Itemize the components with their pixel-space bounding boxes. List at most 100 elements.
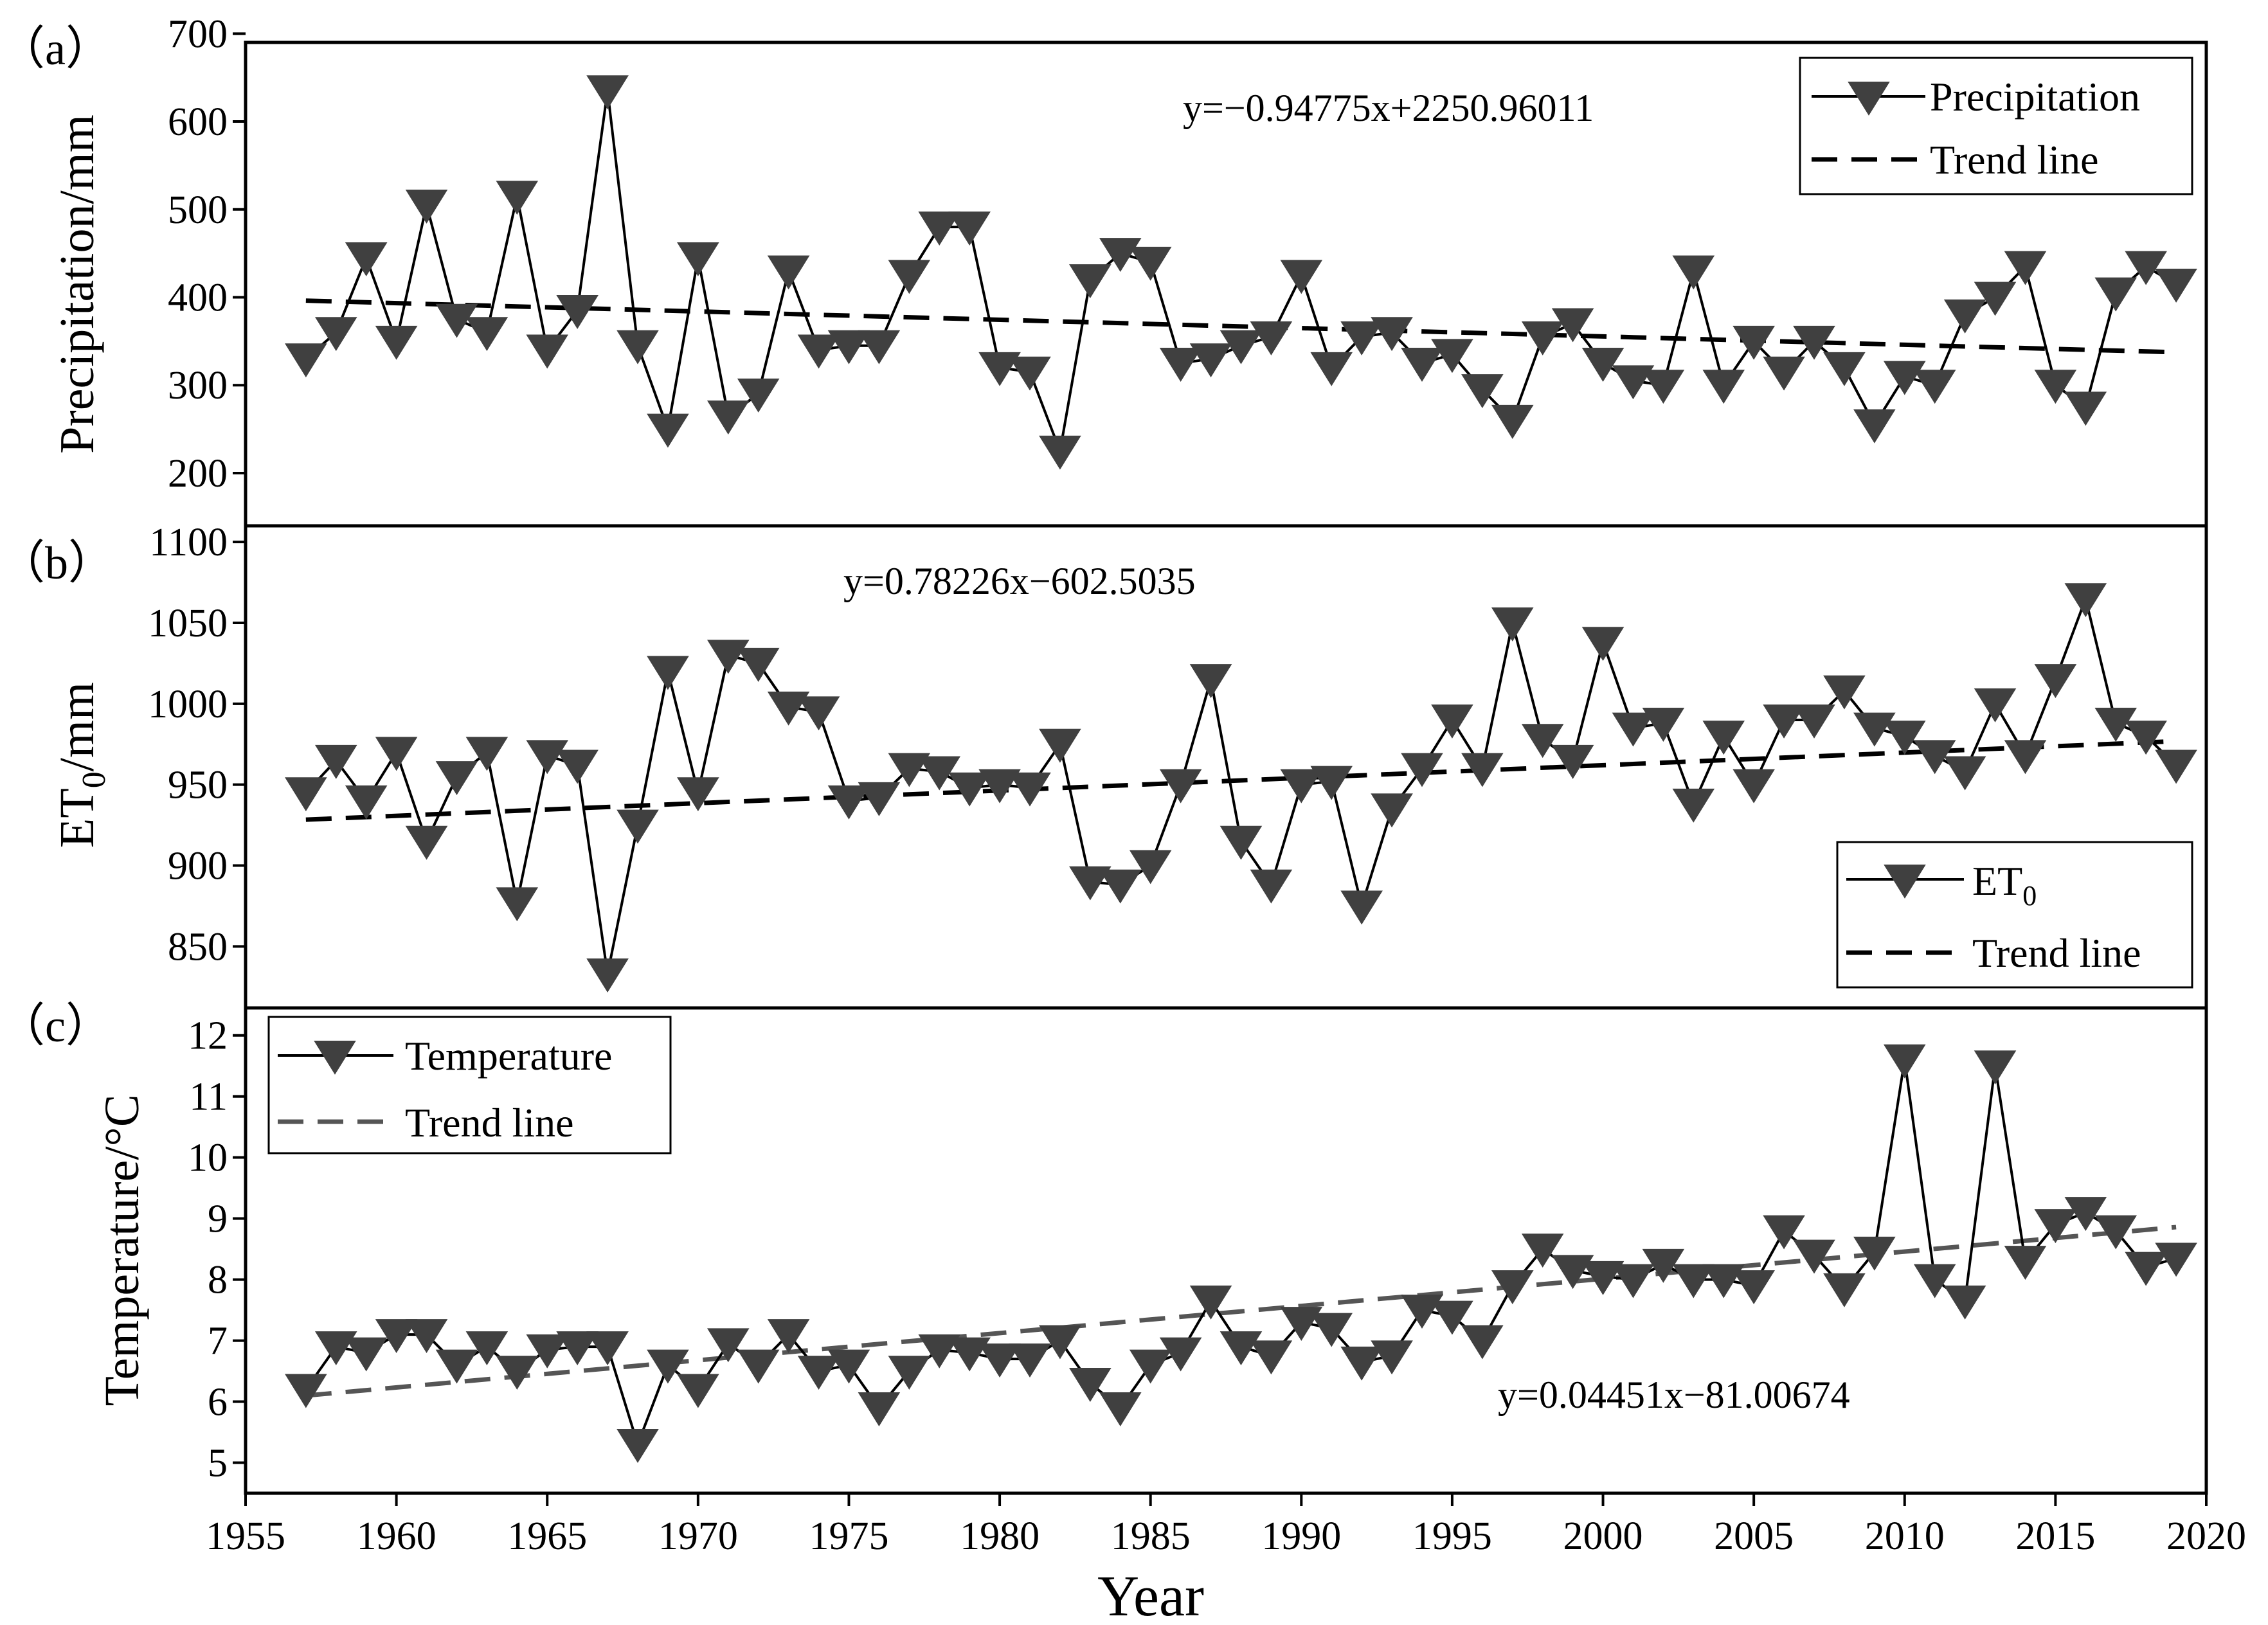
panel-b-label: （b） <box>0 537 114 589</box>
panel-b-data-point <box>1220 825 1263 860</box>
panel-b-data-point <box>314 744 357 779</box>
panel-c-data-point <box>1009 1343 1051 1378</box>
panel-b-data-point <box>2094 708 2138 742</box>
panel-b-data-point <box>526 740 569 775</box>
panel-b-y-axis-title: ET0/mm <box>50 682 113 848</box>
panel-c-data-point <box>1702 1264 1745 1298</box>
panel-b-data-point <box>1099 869 1142 904</box>
panel-c-data-point <box>526 1334 569 1369</box>
panel-a-data-point <box>2094 277 2138 312</box>
panel-a-data-point <box>1913 370 1956 404</box>
panel-b-legend-marker-icon <box>1884 865 1926 899</box>
panel-a-data-point <box>1340 321 1383 355</box>
panel-b-y-axis-title-suffix: /mm <box>50 682 104 771</box>
panel-c-data-point <box>1280 1307 1323 1341</box>
panel-b-data-point <box>1943 756 1986 791</box>
panel-a-data-point <box>1310 352 1353 386</box>
x-tick-label: 1970 <box>658 1514 738 1558</box>
panel-b-data-point <box>1702 721 1745 755</box>
panel-b-data-point <box>1250 869 1293 904</box>
panel-b-data-point <box>1551 744 1594 779</box>
panel-b-data-point <box>827 785 870 820</box>
panel-c-data-point <box>1250 1340 1293 1375</box>
panel-b-data-point <box>858 782 901 816</box>
panel-c-data-point <box>435 1349 478 1384</box>
panel-a-data-point <box>737 378 780 413</box>
panel-c-data-point <box>1461 1325 1504 1360</box>
panel-a-data-point <box>1250 321 1293 355</box>
panel-b-y-ticks: 850 900 950 1000 1050 1100 <box>148 521 246 969</box>
panel-c-data-point <box>405 1319 448 1353</box>
panel-a-data-point <box>1039 435 1081 470</box>
x-tick-label: 1975 <box>809 1514 888 1558</box>
panel-c-legend-marker-icon <box>314 1041 356 1075</box>
panel-a-data-point <box>647 413 689 448</box>
panel-a-data-point <box>1823 352 1866 386</box>
panel-b-data-point <box>1974 688 2017 723</box>
panel-c-data-point <box>2034 1209 2077 1244</box>
panel-c-data-point <box>2094 1215 2138 1250</box>
panel-a-y-tick-label: 200 <box>168 452 228 496</box>
panel-b-data-point <box>1431 705 1473 739</box>
panel-c-data-point <box>1793 1239 1835 1274</box>
panel-c-data-point <box>1401 1295 1443 1329</box>
panel-a-data-point <box>1883 361 1926 395</box>
panel-a-data-point <box>706 400 750 435</box>
panel-c-data-point <box>616 1429 659 1463</box>
panel-b-data-point <box>1733 769 1775 804</box>
panel-a-data-point <box>1581 348 1625 382</box>
panel-a-data-point <box>797 334 840 369</box>
panel-b-legend-trend-label: Trend line <box>1972 930 2141 976</box>
panel-a-data-point <box>556 295 598 329</box>
panel-b-legend: ET0 Trend line <box>1836 841 2193 989</box>
panel-b-data-point <box>1491 607 1534 642</box>
panel-a-data-point <box>948 211 991 246</box>
x-tick-label: 2000 <box>1563 1514 1643 1558</box>
panel-b-data-point <box>1581 627 1625 661</box>
panel-c-legend-series-label: Temperature <box>405 1033 612 1079</box>
panel-a-data-point <box>1943 299 1986 334</box>
panel-a-markers <box>285 75 2197 470</box>
panel-b-data-point <box>948 772 991 807</box>
panel-a-data-point <box>1069 264 1112 299</box>
panel-a-y-ticks: 200 300 400 500 600 700 <box>168 12 246 496</box>
panel-b-data-point <box>465 737 509 771</box>
x-tick-label: 1960 <box>357 1514 437 1558</box>
panel-b-data-point <box>1612 712 1655 747</box>
panel-b-data-point <box>888 753 931 787</box>
panel-c-y-tick-label: 12 <box>188 1014 228 1058</box>
panel-c-data-point <box>1913 1264 1956 1298</box>
panel-a-trend-line <box>305 298 2177 355</box>
panel-b-y-axis-title-sub: 0 <box>76 771 113 788</box>
panel-c-label: （c） <box>0 1000 112 1052</box>
x-axis-title: Year <box>1097 1565 1204 1625</box>
panel-b-data-point <box>1823 675 1866 710</box>
panel-c-data-point <box>737 1349 780 1384</box>
panel-c-markers <box>285 1044 2197 1463</box>
panel-a-legend-marker-icon <box>1848 82 1890 116</box>
panel-b-data-point <box>978 769 1021 804</box>
panel-c-data-point <box>1521 1234 1564 1268</box>
panel-a-data-point <box>1371 317 1413 352</box>
panel-c-data-point <box>1733 1270 1775 1305</box>
panel-b-data-point <box>797 696 840 731</box>
panel-a-data-point <box>465 317 509 352</box>
panel-c-data-point <box>1853 1236 1896 1271</box>
panel-c-data-point <box>2155 1243 2197 1277</box>
panel-b-data-point <box>706 640 750 674</box>
panel-c-data-point <box>1823 1273 1866 1307</box>
panel-c-legend-trend-label: Trend line <box>405 1100 574 1145</box>
panel-a-data-point <box>526 334 569 369</box>
panel-a-equation: y=−0.94775x+2250.96011 <box>1183 87 1594 129</box>
panel-b-data-point <box>1763 705 1805 739</box>
panel-a-data-point <box>888 260 931 294</box>
panel-a-data-point <box>978 352 1021 386</box>
panel-c-data-point <box>706 1328 750 1363</box>
panel-b-y-axis-title-main: ET <box>50 788 104 848</box>
panel-c-temperature: （c） 5 6 7 8 9 10 11 12 Temperature/°C y=0.04451… <box>0 1000 2208 1495</box>
panel-c-data-point <box>858 1392 901 1426</box>
panel-a-legend-series-label: Precipitation <box>1930 74 2140 120</box>
panel-c-data-point <box>1642 1248 1685 1283</box>
panel-a-data-point <box>314 317 357 352</box>
